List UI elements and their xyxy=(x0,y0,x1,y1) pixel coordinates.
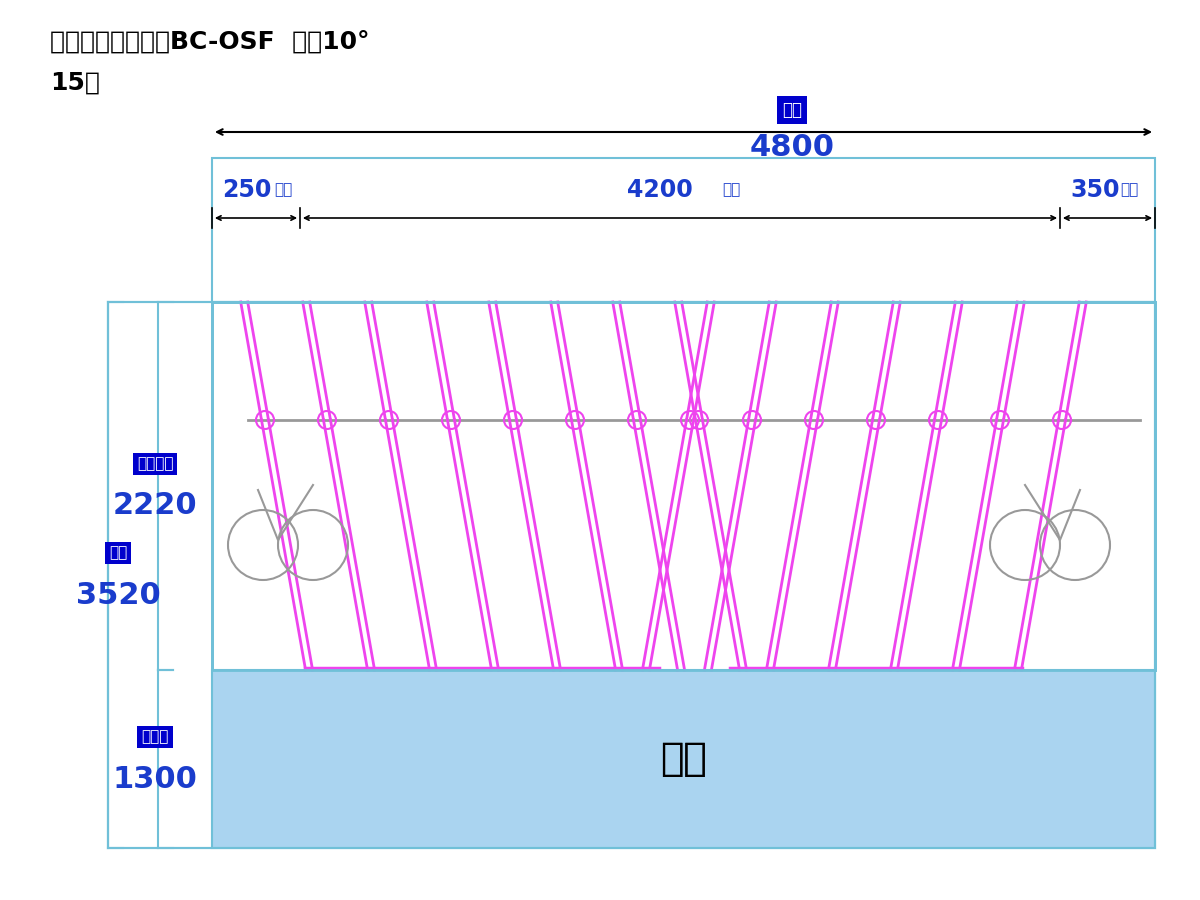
Text: 製品奥行: 製品奥行 xyxy=(137,456,173,472)
Bar xyxy=(212,158,1154,302)
Bar xyxy=(212,302,1154,670)
Bar xyxy=(212,670,1154,848)
Text: 3520: 3520 xyxy=(76,580,161,609)
Text: 以上: 以上 xyxy=(722,183,740,197)
Text: 4200: 4200 xyxy=(628,178,692,202)
Bar xyxy=(108,302,1154,848)
Text: 15台: 15台 xyxy=(50,71,100,95)
Text: 2220: 2220 xyxy=(113,491,197,520)
Text: 以上: 以上 xyxy=(1120,183,1139,197)
Bar xyxy=(212,670,1154,848)
Text: 奥行: 奥行 xyxy=(109,545,127,561)
Text: 以上: 以上 xyxy=(274,183,293,197)
Text: 250: 250 xyxy=(222,178,271,202)
Text: 通路: 通路 xyxy=(660,740,707,778)
Text: スライドラック：BC-OSF  標準10°: スライドラック：BC-OSF 標準10° xyxy=(50,30,370,54)
Text: 350: 350 xyxy=(1070,178,1120,202)
Bar xyxy=(108,302,1154,848)
Text: 4800: 4800 xyxy=(750,133,834,163)
Text: 通路: 通路 xyxy=(660,740,707,778)
Bar xyxy=(212,302,1154,670)
Text: 通路幅: 通路幅 xyxy=(142,730,169,744)
Text: 1300: 1300 xyxy=(113,764,198,794)
Text: 間口: 間口 xyxy=(782,101,802,119)
